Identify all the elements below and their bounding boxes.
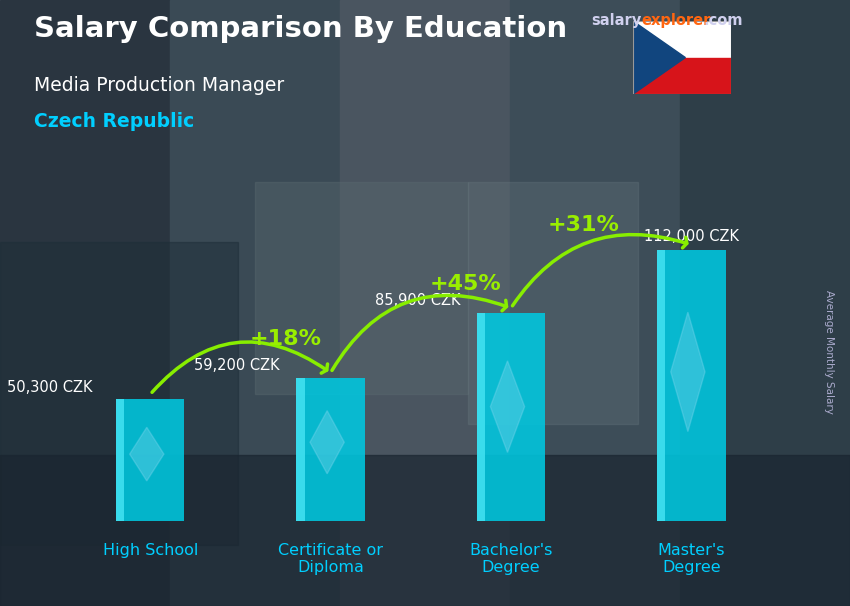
Polygon shape xyxy=(490,361,524,453)
Bar xyxy=(633,58,731,94)
Text: +31%: +31% xyxy=(547,215,619,236)
Bar xyxy=(0,242,238,545)
Polygon shape xyxy=(633,21,685,94)
Polygon shape xyxy=(671,312,705,431)
Text: 85,900 CZK: 85,900 CZK xyxy=(375,293,461,308)
Text: +18%: +18% xyxy=(250,329,321,350)
Text: Average Monthly Salary: Average Monthly Salary xyxy=(824,290,834,413)
Bar xyxy=(468,182,638,424)
Polygon shape xyxy=(130,427,164,481)
Text: .com: .com xyxy=(704,13,743,28)
Text: 59,200 CZK: 59,200 CZK xyxy=(195,358,280,373)
Text: 50,300 CZK: 50,300 CZK xyxy=(7,380,93,395)
Text: 112,000 CZK: 112,000 CZK xyxy=(643,229,739,244)
Bar xyxy=(297,378,304,521)
Bar xyxy=(477,313,545,521)
Bar xyxy=(657,250,666,521)
Text: +45%: +45% xyxy=(430,273,502,294)
Bar xyxy=(170,0,340,606)
Polygon shape xyxy=(310,411,344,474)
Bar xyxy=(255,182,468,394)
Bar xyxy=(510,0,680,606)
Text: Media Production Manager: Media Production Manager xyxy=(34,76,284,95)
Text: salary: salary xyxy=(591,13,641,28)
Bar xyxy=(633,21,731,58)
Bar xyxy=(297,378,365,521)
Bar xyxy=(657,250,726,521)
Bar xyxy=(680,0,850,606)
Text: Czech Republic: Czech Republic xyxy=(34,112,195,131)
Bar xyxy=(477,313,484,521)
Bar xyxy=(116,399,184,521)
Text: explorer: explorer xyxy=(641,13,711,28)
Bar xyxy=(0,454,850,606)
Bar xyxy=(340,0,510,606)
Bar xyxy=(0,0,170,606)
Bar xyxy=(116,399,124,521)
Text: Salary Comparison By Education: Salary Comparison By Education xyxy=(34,15,567,43)
